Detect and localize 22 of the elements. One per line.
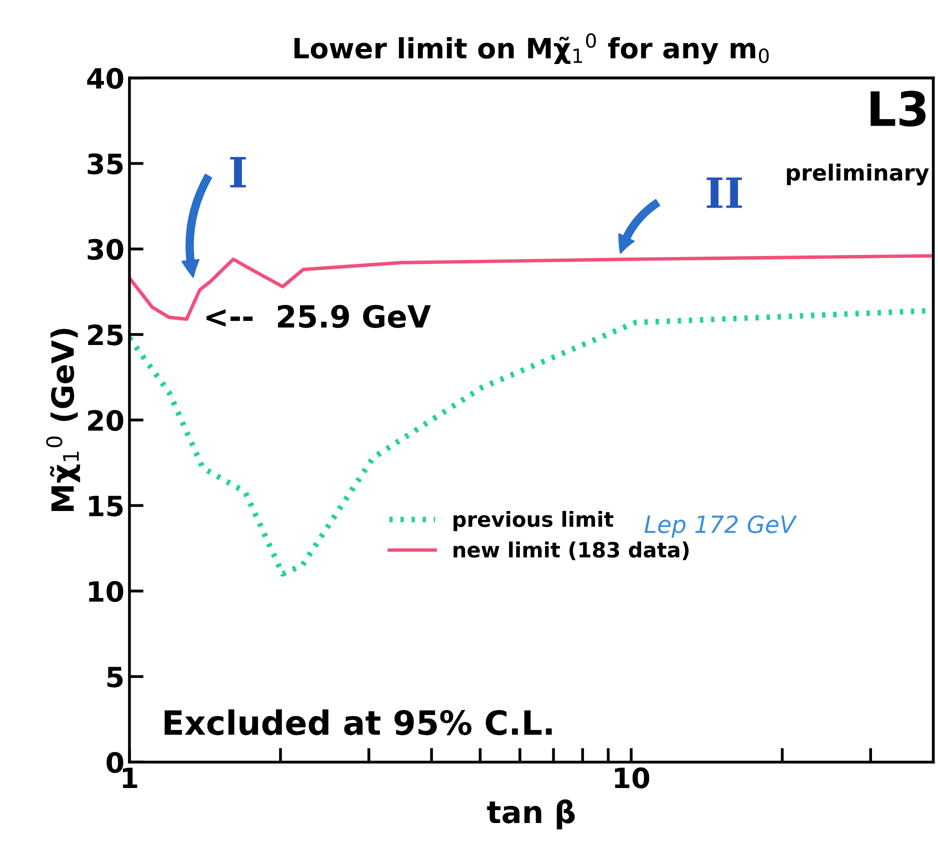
y-tick-label: 35 bbox=[88, 153, 123, 174]
annotation: II bbox=[706, 178, 742, 208]
y-tick-label: 20 bbox=[88, 410, 124, 431]
x-axis-title: tan β bbox=[487, 799, 575, 830]
legend-label: new limit (183 data) bbox=[454, 542, 689, 560]
annotation: preliminary bbox=[786, 164, 929, 186]
y-tick-label: 40 bbox=[87, 68, 124, 89]
y-tick-label: 10 bbox=[89, 580, 124, 602]
legend-label: previous limit bbox=[454, 510, 614, 532]
annotation: L3 bbox=[870, 90, 926, 126]
annotation: I bbox=[230, 157, 246, 188]
y-tick-label: 0 bbox=[106, 752, 124, 774]
chart-title: Lower limit on Mχ̃$_{1}$$^{0}$ for any m$_{0}$ bbox=[294, 33, 769, 64]
y-tick-label: 25 bbox=[88, 324, 123, 346]
y-tick-label: 30 bbox=[88, 238, 124, 260]
y-axis-title: Mχ̃$_{1}$$^{0}$ (GeV) bbox=[46, 328, 80, 512]
annotation: Excluded at 95% C.L. bbox=[164, 709, 552, 736]
annotation: Lep 172 GeV bbox=[644, 515, 798, 538]
x-tick-label: 1 bbox=[122, 768, 138, 788]
y-tick-label: 15 bbox=[89, 496, 123, 516]
annotation: <-- 25.9 GeV bbox=[206, 304, 431, 328]
y-tick-label: 5 bbox=[107, 666, 123, 688]
